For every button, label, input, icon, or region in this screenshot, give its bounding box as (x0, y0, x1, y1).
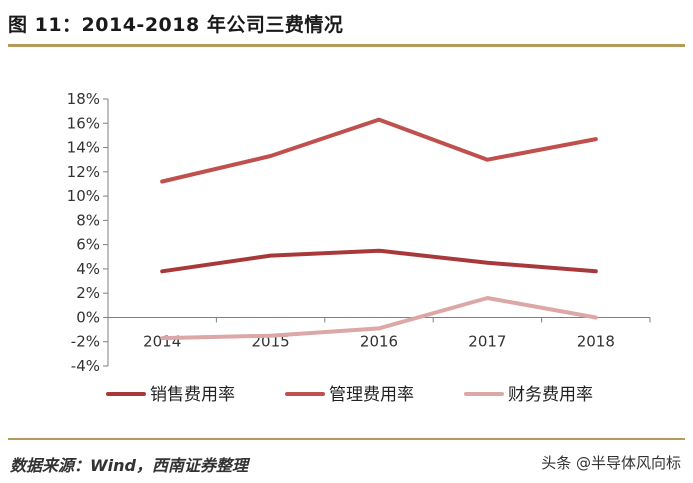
y-tick-label: 16% (67, 114, 100, 132)
y-tick-label: -2% (71, 333, 100, 351)
x-axis-ticks: 2014 2015 2016 2017 2018 (107, 317, 651, 350)
series-lines (160, 117, 598, 341)
legend-label: 销售费用率 (150, 385, 235, 405)
chart-title: 图 11：2014-2018 年公司三费情况 (8, 14, 344, 36)
data-source: 数据来源：Wind，西南证券整理 (10, 456, 248, 475)
legend-label: 管理费用率 (329, 385, 414, 405)
y-tick-label: 14% (67, 139, 100, 157)
x-tick-label: 2014 (143, 332, 181, 350)
y-axis-ticks: -4% -2% 0% 2% 4% 6% 8% 10% 12% 14% 16% 18% (67, 90, 108, 375)
axes (107, 99, 650, 366)
chart-svg: -4%-2%0%2%4%6%8%10%12%14%16%18% 2014 2015… (67, 90, 651, 405)
series-line (160, 296, 598, 341)
top-divider (8, 44, 685, 47)
legend: 销售费用率 管理费用率 财务费用率 (106, 385, 593, 405)
y-tick-label: -4% (71, 357, 100, 375)
series-line (160, 248, 598, 274)
y-tick-label: 6% (76, 236, 100, 254)
y-tick-label: 18% (67, 90, 100, 108)
legend-label: 财务费用率 (508, 385, 593, 405)
y-tick-label: 4% (76, 260, 100, 278)
y-tick-label: 0% (76, 308, 100, 326)
watermark: 头条 @半导体风向标 (541, 454, 681, 472)
x-tick-label: 2016 (360, 332, 398, 350)
bottom-divider (8, 438, 685, 440)
y-tick-label: 2% (76, 284, 100, 302)
y-tick-label: 12% (67, 163, 100, 181)
y-tick-label: 8% (76, 211, 100, 229)
x-tick-label: 2017 (468, 332, 506, 350)
series-line (160, 117, 598, 184)
x-tick-label: 2018 (577, 332, 615, 350)
y-tick-label: 10% (67, 187, 100, 205)
